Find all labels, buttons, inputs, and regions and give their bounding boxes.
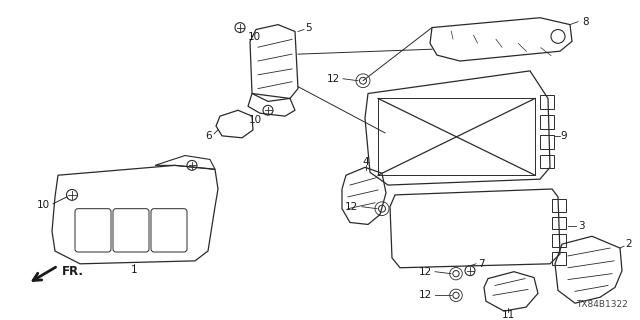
Text: 5: 5 xyxy=(305,23,312,33)
Text: 10: 10 xyxy=(249,115,262,125)
Text: 12: 12 xyxy=(327,74,340,84)
Text: 9: 9 xyxy=(560,131,566,141)
Text: 10: 10 xyxy=(248,32,261,43)
Text: 10: 10 xyxy=(37,200,50,210)
Bar xyxy=(552,217,566,229)
Text: 4: 4 xyxy=(363,157,369,167)
Bar xyxy=(552,199,566,212)
Text: 12: 12 xyxy=(419,290,432,300)
Bar xyxy=(540,135,554,149)
Bar xyxy=(540,115,554,129)
Text: 3: 3 xyxy=(578,221,584,231)
Text: FR.: FR. xyxy=(62,265,84,278)
Text: TX84B1322: TX84B1322 xyxy=(576,300,628,309)
Text: 2: 2 xyxy=(625,239,632,249)
Bar xyxy=(552,252,566,265)
Bar xyxy=(552,234,566,247)
Text: 7: 7 xyxy=(478,259,484,269)
Text: 12: 12 xyxy=(419,267,432,277)
Text: 1: 1 xyxy=(131,265,138,275)
Text: 8: 8 xyxy=(582,17,589,27)
Text: 12: 12 xyxy=(345,202,358,212)
Text: 6: 6 xyxy=(205,131,212,141)
Text: 11: 11 xyxy=(501,310,515,320)
Bar xyxy=(540,95,554,109)
Bar xyxy=(540,155,554,168)
